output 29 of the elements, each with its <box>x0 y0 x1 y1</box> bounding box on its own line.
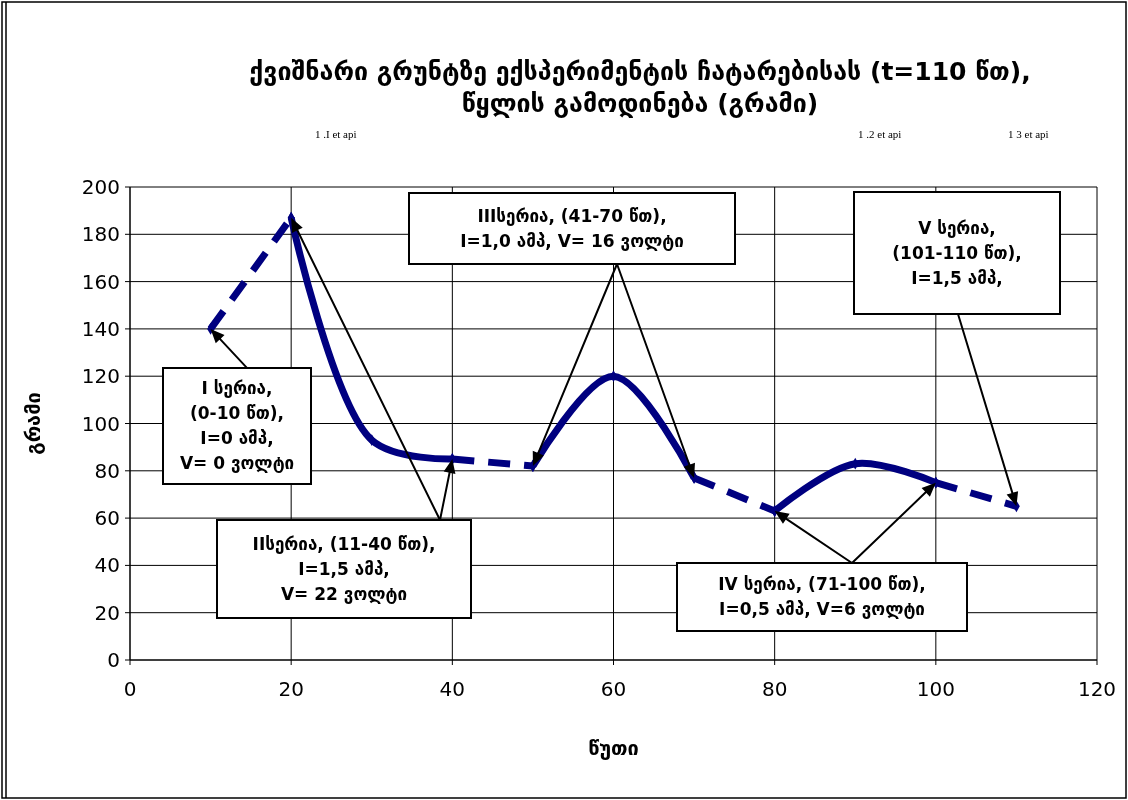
text: 1 .2 et api <box>858 128 902 140</box>
y-tick-label: 20 <box>94 600 120 625</box>
text: 1 3 et api <box>1008 128 1049 140</box>
annotation: V სერია, (101-110 წთ), I=1,5 ამპ, <box>892 217 1022 288</box>
annotation: IIIსერია, (41-70 წთ), I=1,0 ამპ, V= 16 ვოლტი <box>460 205 684 251</box>
x-tick-label: 0 <box>123 677 137 701</box>
chart-title: ქვიშნარი გრუნტზე ექსპერიმენტის ჩატარებისას (t=110 წთ), წყლის გამოდინება (გრამი) <box>249 57 1031 118</box>
x-tick-label: 120 <box>1077 677 1117 701</box>
y-tick-label: 100 <box>81 411 120 436</box>
annotation: IIსერია, (11-40 წთ), I=1,5 ამპ, V= 22 ვოლტი <box>252 533 436 604</box>
y-tick-label: 120 <box>81 364 120 389</box>
text: 1 .I et api <box>315 128 357 140</box>
y-tick-label: 80 <box>94 458 120 483</box>
annotation: IV სერია, (71-100 წთ), I=0,5 ამპ, V=6 ვოლტი <box>718 574 926 620</box>
y-tick-label: 0 <box>107 648 120 672</box>
y-axis-title: გრამი <box>21 392 45 455</box>
y-tick-label: 180 <box>81 222 120 247</box>
x-tick-label: 20 <box>278 677 304 701</box>
y-tick-label: 160 <box>81 269 120 294</box>
y-tick-label: 140 <box>81 316 120 341</box>
x-tick-label: 80 <box>761 677 788 701</box>
x-axis-title: წუთი <box>588 736 639 760</box>
x-tick-label: 100 <box>916 677 955 701</box>
y-tick-label: 200 <box>81 175 120 199</box>
annotation: I სერია, (0-10 წთ), I=0 ამპ, V= 0 ვოლტი <box>179 378 295 474</box>
x-tick-label: 60 <box>600 677 627 701</box>
x-tick-label: 40 <box>439 677 466 701</box>
y-tick-label: 60 <box>94 506 120 531</box>
y-tick-label: 40 <box>94 553 120 578</box>
